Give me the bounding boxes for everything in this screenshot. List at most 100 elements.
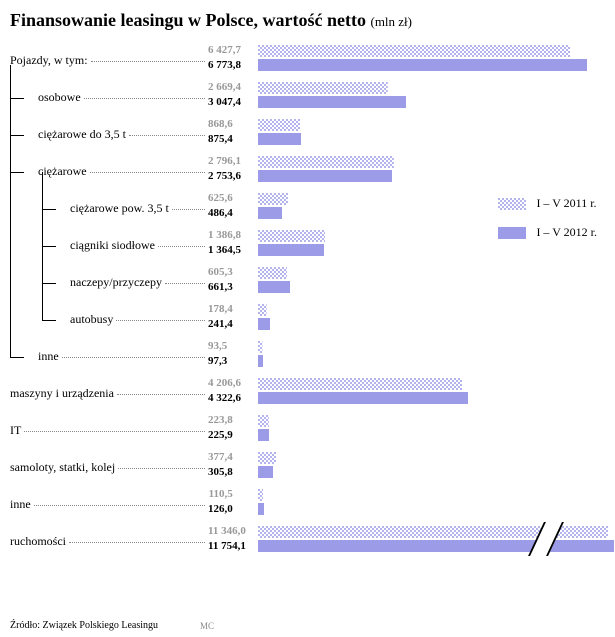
tree-column: ruchomości: [10, 524, 205, 558]
row-label: Pojazdy, w tym:: [10, 53, 88, 68]
chart-row: samoloty, statki, kolej377,4305,8: [10, 450, 615, 484]
bar-2012: [258, 429, 269, 441]
dotted-leader: [158, 246, 205, 247]
bar-2012: [258, 503, 264, 515]
value-2012: 875,4: [208, 130, 233, 145]
chart-row: Pojazdy, w tym: 6 427,76 773,8: [10, 43, 615, 77]
dotted-leader: [62, 357, 205, 358]
bar-pair: [258, 413, 615, 447]
tree-column: ciężarowe do 3,5 t: [10, 117, 205, 151]
row-label: ruchomości: [10, 534, 66, 549]
bar-2011: [258, 304, 267, 316]
bar-2011: [258, 230, 325, 242]
value-2012: 2 753,6: [208, 167, 241, 182]
bar-pair: [258, 265, 615, 299]
value-pair: 110,5126,0: [208, 487, 233, 515]
bar-pair: [258, 487, 615, 521]
legend-swatch-2012: [498, 227, 526, 239]
row-label: ciągniki siodłowe: [70, 238, 155, 253]
tree-connector: [10, 135, 24, 136]
bar-2011: [258, 378, 462, 390]
value-2011: 625,6: [208, 191, 233, 204]
bar-2012: [258, 244, 324, 256]
row-label: IT: [10, 423, 21, 438]
value-2011: 605,3: [208, 265, 233, 278]
bar-2011: [258, 193, 288, 205]
dotted-leader: [172, 209, 205, 210]
tree-column: Pojazdy, w tym:: [10, 43, 205, 77]
value-pair: 2 669,43 047,4: [208, 80, 241, 108]
bar-pair: [258, 376, 615, 410]
bar-2011: [258, 452, 276, 464]
value-pair: 377,4305,8: [208, 450, 233, 478]
tree-column: inne: [10, 487, 205, 521]
bar-pair: [258, 450, 615, 484]
legend-item-2012: I – V 2012 r.: [498, 225, 597, 240]
chart-row: osobowe 2 669,43 047,4: [10, 80, 615, 114]
value-2012: 6 773,8: [208, 56, 241, 71]
value-pair: 2 796,12 753,6: [208, 154, 241, 182]
chart-row: IT 223,8225,9: [10, 413, 615, 447]
value-pair: 223,8225,9: [208, 413, 233, 441]
legend-swatch-2011: [498, 198, 526, 210]
value-2012: 305,8: [208, 463, 233, 478]
chart-row: autobusy178,4241,4: [10, 302, 615, 336]
bar-pair: [258, 302, 615, 336]
value-2012: 126,0: [208, 500, 233, 515]
bar-2011: [258, 156, 394, 168]
chart-row: inne110,5126,0: [10, 487, 615, 521]
tree-connector: [10, 172, 24, 173]
dotted-leader: [34, 505, 205, 506]
dotted-leader: [116, 320, 205, 321]
row-label: inne: [38, 349, 59, 364]
bar-pair: [258, 80, 615, 114]
value-pair: 11 346,011 754,1: [208, 524, 246, 552]
author-text: MC: [200, 621, 214, 631]
value-2011: 223,8: [208, 413, 233, 426]
tree-column: autobusy: [10, 302, 205, 336]
row-label: maszyny i urządzenia: [10, 386, 114, 401]
bar-2012: [258, 281, 290, 293]
chart-row: ciężarowe2 796,12 753,6: [10, 154, 615, 188]
tree-connector: [42, 209, 56, 210]
chart-row: ciężarowe do 3,5 t868,6875,4: [10, 117, 615, 151]
value-2011: 93,5: [208, 339, 227, 352]
tree-column: ciągniki siodłowe: [10, 228, 205, 262]
value-2011: 377,4: [208, 450, 233, 463]
value-2011: 110,5: [208, 487, 233, 500]
bar-2011: [258, 82, 388, 94]
value-2011: 6 427,7: [208, 43, 241, 56]
tree-connector: [10, 357, 24, 358]
legend-label-2011: I – V 2011 r.: [536, 196, 596, 211]
dotted-leader: [91, 61, 205, 62]
bar-pair: [258, 339, 615, 373]
bar-2012: [258, 207, 282, 219]
bar-pair: [258, 154, 615, 188]
value-pair: 625,6486,4: [208, 191, 233, 219]
bar-2011: [258, 489, 263, 501]
value-2011: 2 796,1: [208, 154, 241, 167]
row-label: ciężarowe pow. 3,5 t: [70, 201, 169, 216]
tree-connector: [42, 283, 56, 284]
row-label: autobusy: [70, 312, 113, 327]
legend-label-2012: I – V 2012 r.: [536, 225, 597, 240]
value-2012: 225,9: [208, 426, 233, 441]
value-2012: 97,3: [208, 352, 227, 367]
bar-2011: [258, 45, 570, 57]
bar-2012: [258, 466, 273, 478]
title-text: Finansowanie leasingu w Polsce, wartość …: [10, 10, 366, 30]
value-2011: 868,6: [208, 117, 233, 130]
title-unit: (mln zł): [370, 14, 412, 29]
bar-2012: [258, 170, 392, 182]
value-pair: 4 206,64 322,6: [208, 376, 241, 404]
row-label: osobowe: [38, 90, 81, 105]
tree-column: osobowe: [10, 80, 205, 114]
value-2012: 3 047,4: [208, 93, 241, 108]
value-pair: 6 427,76 773,8: [208, 43, 241, 71]
tree-column: IT: [10, 413, 205, 447]
value-pair: 605,3661,3: [208, 265, 233, 293]
dotted-leader: [90, 172, 205, 173]
bar-2011: [258, 267, 287, 279]
value-2012: 11 754,1: [208, 537, 246, 552]
dotted-leader: [84, 98, 205, 99]
